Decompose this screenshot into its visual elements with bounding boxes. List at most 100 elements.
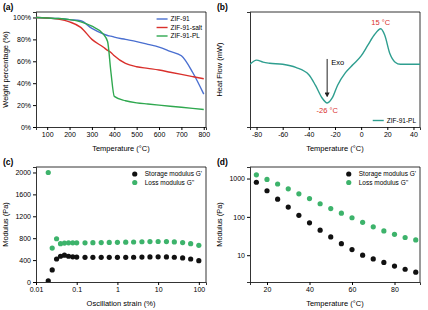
series-point bbox=[131, 239, 136, 244]
series-point bbox=[50, 267, 55, 272]
y-tick-label: 800 bbox=[19, 235, 31, 242]
figure: 1002003004005006007008000%20%40%60%80%10… bbox=[0, 0, 428, 310]
x-axis-title: Temperature (°C) bbox=[92, 144, 150, 153]
y-tick-mark bbox=[33, 105, 36, 106]
x-tick: 20 bbox=[384, 127, 392, 138]
x-tick-label: 600 bbox=[154, 131, 166, 138]
x-tick-mark bbox=[309, 127, 310, 130]
y-axis: 0%20%40%60%80%100% bbox=[13, 13, 36, 131]
y-tick-mark bbox=[33, 282, 36, 283]
y-tick-label: 20% bbox=[17, 102, 31, 109]
x-tick-label: 400 bbox=[109, 131, 121, 138]
x-axis-line bbox=[251, 283, 421, 286]
x-tick: 40 bbox=[410, 127, 418, 138]
legend-swatch bbox=[346, 180, 351, 185]
x-axis-title: Temperature (°C) bbox=[306, 299, 364, 308]
x-tick: -60 bbox=[278, 127, 288, 138]
exo-arrow bbox=[327, 59, 328, 95]
legend-swatch bbox=[346, 171, 351, 176]
y-axis-title: Weight percentage (%) bbox=[1, 31, 10, 108]
x-tick: 0.01 bbox=[30, 282, 44, 293]
x-tick-mark bbox=[117, 282, 118, 285]
series-line bbox=[36, 17, 204, 109]
annotation: Exo bbox=[331, 58, 344, 67]
series-line bbox=[250, 29, 420, 103]
y-tick-label: 60% bbox=[17, 58, 31, 65]
x-tick-mark bbox=[159, 127, 160, 130]
x-axis-line bbox=[37, 128, 207, 131]
y-tick-label: 80% bbox=[17, 36, 31, 43]
frame-right bbox=[420, 12, 421, 127]
annotation: -26 °C bbox=[316, 106, 338, 115]
y-tick-label: 2000 bbox=[15, 169, 31, 176]
series-point bbox=[99, 255, 104, 260]
series-point bbox=[164, 254, 169, 259]
y-tick-label: 400 bbox=[19, 257, 31, 264]
frame-top bbox=[36, 167, 206, 168]
x-tick: -40 bbox=[304, 127, 314, 138]
data-marks bbox=[36, 17, 204, 109]
y-axis-title: Modulus (Pa) bbox=[215, 202, 224, 247]
y-tick: 100 bbox=[233, 214, 250, 221]
series-point bbox=[413, 270, 418, 275]
legend-swatch bbox=[157, 35, 168, 36]
data-marks bbox=[46, 170, 202, 282]
legend-swatch bbox=[157, 27, 168, 28]
series-point bbox=[99, 240, 104, 245]
series-point bbox=[54, 236, 59, 241]
frame-top bbox=[250, 12, 420, 13]
y-tick-label: 100 bbox=[233, 214, 245, 221]
series-point bbox=[90, 240, 95, 245]
panel: -80-60-40-2002040Temperature (°C)Heat Fl… bbox=[215, 2, 421, 153]
x-tick-mark bbox=[413, 127, 414, 130]
x-tick-mark bbox=[310, 282, 311, 285]
legend-label: ZIF-91-PL bbox=[387, 117, 417, 124]
x-tick-label: 300 bbox=[87, 131, 99, 138]
y-tick: 400 bbox=[19, 257, 36, 264]
series-point bbox=[196, 243, 201, 248]
x-tick-label: 80 bbox=[391, 286, 399, 293]
x-tick-label: 0 bbox=[360, 131, 364, 138]
y-tick-mark bbox=[33, 61, 36, 62]
y-tick-mark bbox=[33, 238, 36, 239]
x-tick-mark bbox=[70, 127, 71, 130]
x-axis-line bbox=[251, 128, 421, 131]
series-point bbox=[180, 240, 185, 245]
frame-right bbox=[206, 12, 207, 127]
series-point bbox=[115, 240, 120, 245]
series-point bbox=[349, 215, 354, 220]
x-tick-mark bbox=[387, 127, 388, 130]
series-point bbox=[307, 220, 312, 225]
x-tick: 400 bbox=[109, 127, 121, 138]
y-tick-mark bbox=[33, 260, 36, 261]
legend-label: Loss modulus G'' bbox=[145, 179, 194, 186]
series-point bbox=[156, 239, 161, 244]
x-tick: 40 bbox=[306, 282, 314, 293]
series-point bbox=[371, 224, 376, 229]
series-point bbox=[275, 197, 280, 202]
x-tick-label: 10 bbox=[155, 286, 163, 293]
x-tick: 10 bbox=[155, 282, 163, 293]
panel-label: (c) bbox=[3, 157, 14, 167]
y-tick: 1000 bbox=[229, 175, 250, 182]
legend-label: Storage modulus G' bbox=[145, 170, 202, 178]
frame-top bbox=[250, 167, 420, 168]
y-axis-title: Modulus (Pa) bbox=[1, 202, 10, 247]
x-tick-label: 20 bbox=[384, 131, 392, 138]
series-point bbox=[339, 211, 344, 216]
x-tick: 0 bbox=[360, 127, 364, 138]
x-axis-title: Temperature (°C) bbox=[306, 144, 364, 153]
frame-top bbox=[36, 12, 206, 13]
legend-label: ZIF-91 bbox=[171, 15, 191, 22]
series-point bbox=[275, 181, 280, 186]
series-point bbox=[328, 206, 333, 211]
y-tick: 1600 bbox=[15, 191, 36, 198]
series-point bbox=[147, 254, 152, 259]
y-tick-label: 100% bbox=[13, 14, 31, 21]
x-tick-label: 200 bbox=[64, 131, 76, 138]
data-marks bbox=[254, 172, 419, 275]
legend-swatch bbox=[157, 18, 168, 19]
panel: 1002003004005006007008000%20%40%60%80%10… bbox=[1, 2, 210, 153]
series-point bbox=[328, 234, 333, 239]
series-point bbox=[115, 255, 120, 260]
